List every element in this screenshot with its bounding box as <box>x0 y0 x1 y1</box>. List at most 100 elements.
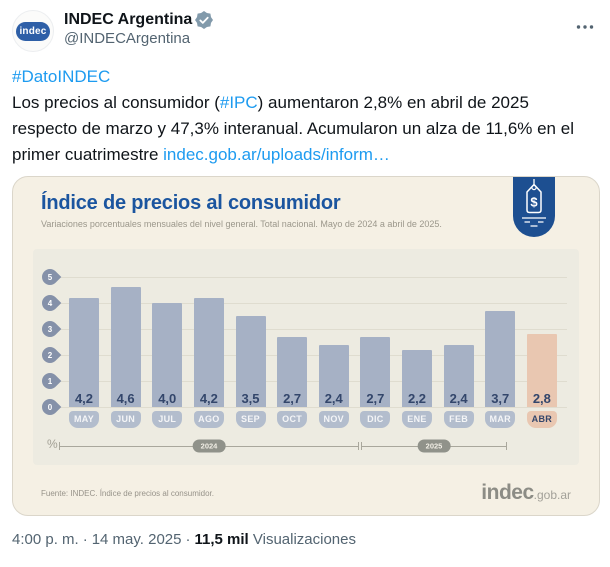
indec-logo-main: indec <box>481 481 534 504</box>
bar-may: 4,2 <box>69 297 99 407</box>
bar-value-label: 2,4 <box>324 391 343 406</box>
bar-value-label: 2,8 <box>532 391 551 406</box>
gridline <box>59 329 567 330</box>
svg-text:$: $ <box>530 195 538 210</box>
verified-badge-icon <box>195 11 214 29</box>
separator-dot: · <box>82 531 88 548</box>
avatar[interactable]: indec <box>12 10 54 52</box>
y-axis-tick-5: 5 <box>38 265 62 289</box>
bar-column-sep: 3,5 SEP <box>235 316 266 428</box>
author-block: INDEC Argentina @INDECArgentina <box>64 10 214 49</box>
y-axis-tick-3: 3 <box>38 317 62 341</box>
bar-value-label: 4,2 <box>199 391 218 406</box>
y-axis-tick-4: 4 <box>38 291 62 315</box>
month-label-nov: NOV <box>318 411 349 428</box>
bar-value-label: 2,4 <box>449 391 468 406</box>
tweet: indec INDEC Argentina @INDECArgentina #D… <box>12 10 600 548</box>
chart-title: Índice de precios al consumidor <box>41 192 341 214</box>
plot-area: 4,2 MAY 4,6 JUN 4,0 JUL 4,2 AGO 3,5 SEP 2,7 OCT 2,4 N… <box>33 249 579 465</box>
bar-column-nov: 2,4 NOV <box>318 344 349 428</box>
bar-jun: 4,6 <box>110 287 141 407</box>
separator-dot: · <box>185 531 191 548</box>
indec-logo-suffix: .gob.ar <box>533 488 571 502</box>
author-handle[interactable]: @INDECArgentina <box>64 30 191 47</box>
bar-value-label: 2,2 <box>407 391 427 406</box>
gridline <box>59 303 567 304</box>
bar-column-ago: 4,2 AGO <box>193 297 224 428</box>
month-label-ago: AGO <box>193 411 224 428</box>
month-label-mar: MAR <box>485 411 516 428</box>
bar-column-abr: 2,8 ABR <box>526 334 557 428</box>
month-label-jun: JUN <box>110 411 141 428</box>
y-axis-tick-1: 1 <box>38 369 62 393</box>
bar-jul: 4,0 <box>152 303 183 407</box>
ellipsis-icon <box>576 25 594 29</box>
month-label-ene: ENE <box>402 411 432 428</box>
y-axis-tick-0: 0 <box>38 395 62 419</box>
bar-sep: 3,5 <box>235 316 266 407</box>
more-button[interactable] <box>572 14 598 37</box>
tweet-url-link[interactable]: indec.gob.ar/uploads/inform… <box>163 145 390 164</box>
bar-dic: 2,7 <box>360 336 391 407</box>
month-label-sep: SEP <box>235 411 266 428</box>
bar-column-ene: 2,2 ENE <box>402 349 432 428</box>
gridline <box>59 381 567 382</box>
chart-subtitle: Variaciones porcentuales mensuales del n… <box>41 219 442 229</box>
author-name[interactable]: INDEC Argentina <box>64 11 193 28</box>
month-label-dic: DIC <box>360 411 391 428</box>
bar-feb: 2,4 <box>443 344 474 407</box>
unit-label: % <box>47 437 58 451</box>
bar-value-label: 4,2 <box>74 391 94 406</box>
avatar-logo: indec <box>16 21 50 41</box>
hashtag-datoindec[interactable]: #DatoINDEC <box>12 67 111 86</box>
bar-value-label: 4,0 <box>158 391 177 406</box>
bar-column-mar: 3,7 MAR <box>485 310 516 428</box>
bar-column-dic: 2,7 DIC <box>360 336 391 428</box>
bar-column-jun: 4,6 JUN <box>110 287 141 428</box>
bar-column-feb: 2,4 FEB <box>443 344 474 428</box>
year-label: 2024 <box>192 439 226 453</box>
month-label-oct: OCT <box>277 411 308 428</box>
gridline <box>59 355 567 356</box>
bar-oct: 2,7 <box>277 336 308 407</box>
bar-mar: 3,7 <box>485 310 516 407</box>
timestamp[interactable]: 4:00 p. m. <box>12 531 79 548</box>
bar-value-label: 3,5 <box>241 391 260 406</box>
bar-column-jul: 4,0 JUL <box>152 303 183 428</box>
timeline-row: 2024 2025 <box>59 439 557 453</box>
bar-value-label: 3,7 <box>491 391 510 406</box>
gridline <box>59 277 567 278</box>
month-label-feb: FEB <box>443 411 474 428</box>
year-bracket-2025: 2025 <box>361 439 507 453</box>
indec-logo: indec .gob.ar <box>481 481 571 505</box>
chart-card[interactable]: Índice de precios al consumidor Variacio… <box>12 176 600 516</box>
year-label: 2025 <box>417 439 451 453</box>
month-label-abr: ABR <box>526 411 557 428</box>
bar-value-label: 4,6 <box>116 391 135 406</box>
price-tag-badge-icon: $ <box>513 177 555 237</box>
bar-column-oct: 2,7 OCT <box>277 336 308 428</box>
tweet-text-part1: Los precios al consumidor ( <box>12 93 220 112</box>
y-axis-tick-2: 2 <box>38 343 62 367</box>
bar-abr: 2,8 <box>526 334 557 407</box>
month-label-jul: JUL <box>152 411 183 428</box>
tweet-meta: 4:00 p. m. · 14 may. 2025 · 11,5 mil Visuali… <box>12 531 598 548</box>
bars-row: 4,2 MAY 4,6 JUN 4,0 JUL 4,2 AGO 3,5 SEP 2,7 OCT 2,4 N… <box>69 287 557 428</box>
bar-nov: 2,4 <box>318 344 349 407</box>
gridline <box>59 407 567 408</box>
source-note: Fuente: INDEC. Índice de precios al cons… <box>41 488 214 498</box>
bar-value-label: 2,7 <box>366 391 385 406</box>
bar-value-label: 2,7 <box>283 391 302 406</box>
tweet-text-part2: ) aumentaron 2,8% en abril de 2025 respe… <box>12 93 574 164</box>
views-label: Visualizaciones <box>252 531 356 548</box>
bar-ago: 4,2 <box>193 297 224 407</box>
chart-footer: Fuente: INDEC. Índice de precios al cons… <box>41 481 571 505</box>
views-count: 11,5 mil <box>194 531 249 548</box>
hashtag-ipc[interactable]: #IPC <box>219 93 258 112</box>
month-label-may: MAY <box>69 411 99 428</box>
chart-header: Índice de precios al consumidor Variacio… <box>13 177 599 239</box>
year-bracket-2024: 2024 <box>59 439 359 453</box>
date[interactable]: 14 may. 2025 <box>91 531 182 548</box>
tweet-header: indec INDEC Argentina @INDECArgentina <box>12 10 598 52</box>
bar-column-may: 4,2 MAY <box>69 297 99 428</box>
